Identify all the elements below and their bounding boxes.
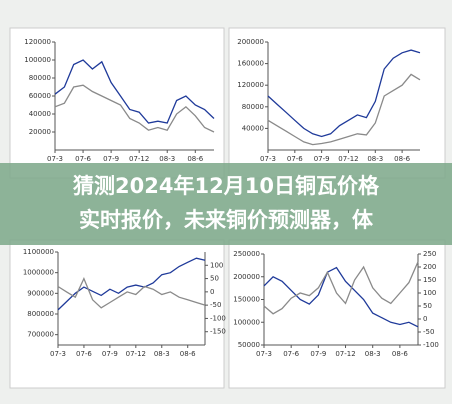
- chart-panel: [9, 239, 225, 389]
- y2-tick-label: -100: [423, 341, 439, 349]
- y2-tick-label: 250: [423, 250, 436, 258]
- x-tick-label: 07-6: [75, 155, 91, 163]
- y-tick-label: 120000: [237, 81, 264, 89]
- y-tick-label: 200000: [233, 273, 260, 281]
- y2-tick-label: 100: [423, 289, 436, 297]
- x-tick-label: 07-12: [335, 350, 355, 358]
- x-tick-label: 08-6: [392, 350, 408, 358]
- y2-tick-label: -150: [210, 328, 226, 336]
- y-tick-label: 700000: [27, 331, 54, 339]
- x-tick-label: 07-9: [314, 155, 330, 163]
- y-tick-label: 800000: [27, 310, 54, 318]
- y2-tick-label: 100: [210, 261, 223, 269]
- x-tick-label: 08-3: [154, 350, 170, 358]
- y-tick-label: 250000: [233, 250, 260, 258]
- y2-tick-label: 0: [210, 288, 214, 296]
- y-tick-label: 200000: [237, 38, 264, 46]
- series-line: [54, 84, 215, 133]
- y-tick-label: 80000: [242, 103, 264, 111]
- y2-tick-label: 0: [423, 315, 427, 323]
- x-tick-label: 08-6: [394, 155, 410, 163]
- x-tick-label: 07-12: [338, 155, 358, 163]
- x-tick-label: 07-9: [103, 155, 119, 163]
- y2-tick-label: -50: [210, 301, 221, 309]
- chart-panel: [228, 239, 446, 389]
- x-tick-label: 08-6: [187, 155, 203, 163]
- series-line: [267, 49, 421, 138]
- y2-tick-label: 50: [210, 275, 219, 283]
- series-line: [54, 59, 215, 124]
- x-tick-label: 07-12: [126, 350, 146, 358]
- y2-tick-label: 50: [423, 302, 432, 310]
- y-tick-label: 100000: [24, 56, 51, 64]
- chart-panel: [228, 27, 446, 179]
- y-tick-label: 1000000: [23, 269, 54, 277]
- x-tick-label: 07-3: [256, 350, 272, 358]
- x-tick-label: 07-9: [102, 350, 118, 358]
- y-tick-label: 1100000: [23, 248, 54, 256]
- banner-background: [0, 163, 452, 245]
- x-tick-label: 07-9: [310, 350, 326, 358]
- x-tick-label: 07-3: [50, 350, 66, 358]
- y-tick-label: 900000: [27, 289, 54, 297]
- y2-tick-label: -50: [423, 328, 434, 336]
- series-line: [267, 73, 421, 146]
- y-tick-label: 160000: [237, 60, 264, 68]
- x-tick-label: 07-6: [76, 350, 92, 358]
- x-tick-label: 07-3: [260, 155, 276, 163]
- banner-line: 猜测2024年12月10日铜瓦价格: [72, 174, 380, 198]
- series-line: [57, 257, 206, 311]
- x-tick-label: 07-3: [47, 155, 63, 163]
- y-tick-label: 60000: [29, 92, 51, 100]
- y-tick-label: 80000: [29, 74, 51, 82]
- y-tick-label: 100000: [233, 318, 260, 326]
- series-line: [263, 261, 419, 315]
- series-line: [57, 276, 206, 309]
- x-tick-label: 08-3: [367, 155, 383, 163]
- x-tick-label: 08-3: [159, 155, 175, 163]
- x-tick-label: 07-6: [287, 155, 303, 163]
- y-tick-label: 50000: [238, 341, 260, 349]
- banner-line: 实时报价，未来铜价预测器，体: [79, 208, 374, 232]
- x-tick-label: 07-12: [129, 155, 149, 163]
- y-tick-label: 20000: [29, 128, 51, 136]
- y2-tick-label: -100: [210, 314, 226, 322]
- x-tick-label: 08-6: [180, 350, 196, 358]
- y2-tick-label: 150: [423, 276, 436, 284]
- y-tick-label: 150000: [233, 296, 260, 304]
- series-line: [263, 266, 419, 328]
- y-tick-label: 40000: [242, 124, 264, 132]
- y-tick-label: 120000: [24, 38, 51, 46]
- x-tick-label: 07-6: [283, 350, 299, 358]
- y2-tick-label: 200: [423, 263, 436, 271]
- y-tick-label: 40000: [29, 110, 51, 118]
- x-tick-label: 08-3: [365, 350, 381, 358]
